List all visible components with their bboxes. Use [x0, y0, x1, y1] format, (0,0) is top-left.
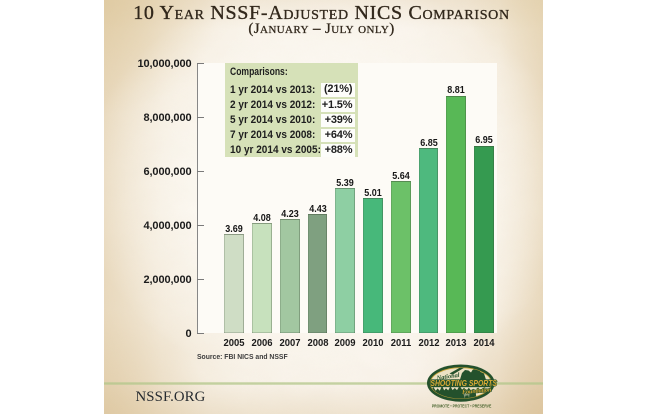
- svg-text:National: National: [435, 372, 460, 382]
- svg-text:Foundation: Foundation: [462, 387, 492, 396]
- svg-text:PROMOTE • PROTECT • PRESERVE: PROMOTE • PROTECT • PRESERVE: [432, 403, 492, 408]
- svg-text:SHOOTING SPORTS: SHOOTING SPORTS: [430, 378, 497, 388]
- svg-text:SHOOTING SPORTS: SHOOTING SPORTS: [430, 378, 497, 388]
- svg-text:Foundation: Foundation: [462, 387, 492, 396]
